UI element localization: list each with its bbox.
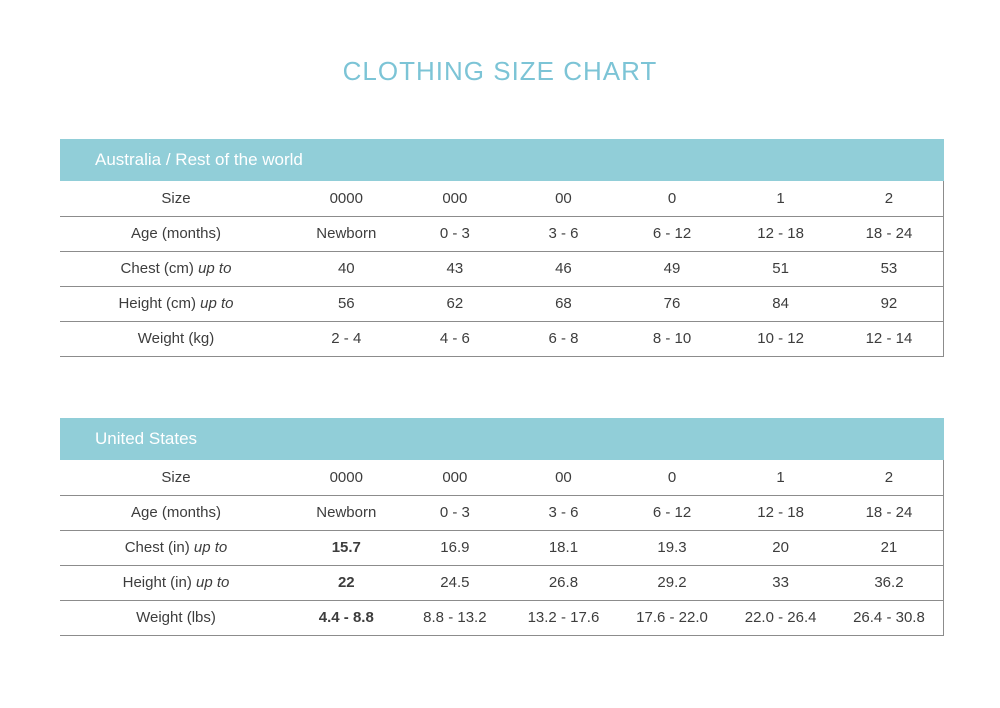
size-value-cell: 0 - 3 bbox=[400, 495, 510, 531]
table-row: Height (in) up to 22 24.5 26.8 29.2 33 36.2 bbox=[60, 565, 944, 601]
size-value-cell: 000 bbox=[400, 460, 510, 496]
size-value-cell: 68 bbox=[509, 286, 618, 322]
size-value-cell: 0000 bbox=[292, 181, 401, 217]
size-value-cell: 33 bbox=[726, 565, 835, 601]
size-value-cell: 26.8 bbox=[509, 565, 618, 601]
size-value-cell: 20 bbox=[726, 530, 835, 566]
size-value-cell: 76 bbox=[617, 286, 727, 322]
size-value-cell: 56 bbox=[292, 286, 401, 322]
size-value-cell: 18 - 24 bbox=[834, 495, 944, 531]
row-label-qualifier: up to bbox=[196, 574, 230, 591]
size-value-cell: 12 - 18 bbox=[726, 216, 835, 252]
size-value-cell: 12 - 18 bbox=[726, 495, 835, 531]
table-header-band: Australia / Rest of the world bbox=[60, 139, 944, 181]
size-value-cell: 24.5 bbox=[400, 565, 510, 601]
size-value-cell: 00 bbox=[509, 460, 618, 496]
size-value-cell: 29.2 bbox=[617, 565, 727, 601]
size-value-cell: 18 - 24 bbox=[834, 216, 944, 252]
size-value-cell: Newborn bbox=[292, 495, 401, 531]
size-value-cell: 0 bbox=[617, 181, 727, 217]
size-value-cell: 6 - 12 bbox=[617, 495, 727, 531]
size-value-cell: 21 bbox=[834, 530, 944, 566]
table-row: Height (cm) up to 56 62 68 76 84 92 bbox=[60, 286, 944, 322]
size-value-cell: 1 bbox=[726, 181, 835, 217]
size-value-cell: 6 - 12 bbox=[617, 216, 727, 252]
size-value-cell: 22.0 - 26.4 bbox=[726, 600, 835, 636]
size-value-cell: 10 - 12 bbox=[726, 321, 835, 357]
size-value-cell: 3 - 6 bbox=[509, 216, 618, 252]
row-label: Size bbox=[60, 460, 292, 496]
size-value-cell: 40 bbox=[292, 251, 401, 287]
size-value-cell: 2 bbox=[834, 181, 944, 217]
size-value-cell: 22 bbox=[292, 565, 401, 601]
size-value-cell: 13.2 - 17.6 bbox=[509, 600, 618, 636]
size-value-cell: 46 bbox=[509, 251, 618, 287]
size-table-grid: Size 0000 000 00 0 1 2 Age (months) Newborn 0 - 3… bbox=[60, 181, 944, 357]
row-label-qualifier: up to bbox=[198, 260, 232, 277]
row-label: Height (in) up to bbox=[60, 565, 292, 601]
size-value-cell: 8 - 10 bbox=[617, 321, 727, 357]
size-value-cell: 4.4 - 8.8 bbox=[292, 600, 401, 636]
size-value-cell: 51 bbox=[726, 251, 835, 287]
size-value-cell: 0 - 3 bbox=[400, 216, 510, 252]
row-label: Size bbox=[60, 181, 292, 217]
size-value-cell: 2 bbox=[834, 460, 944, 496]
size-value-cell: 4 - 6 bbox=[400, 321, 510, 357]
table-row: Chest (in) up to 15.7 16.9 18.1 19.3 20 21 bbox=[60, 530, 944, 566]
size-value-cell: 49 bbox=[617, 251, 727, 287]
size-value-cell: 19.3 bbox=[617, 530, 727, 566]
row-label-qualifier: up to bbox=[200, 295, 234, 312]
size-value-cell: 12 - 14 bbox=[834, 321, 944, 357]
size-value-cell: 0 bbox=[617, 460, 727, 496]
table-header-label: United States bbox=[95, 429, 198, 448]
size-value-cell: 92 bbox=[834, 286, 944, 322]
size-value-cell: 6 - 8 bbox=[509, 321, 618, 357]
size-value-cell: 3 - 6 bbox=[509, 495, 618, 531]
page-title: CLOTHING SIZE CHART bbox=[342, 56, 658, 86]
size-value-cell: 43 bbox=[400, 251, 510, 287]
size-value-cell: 84 bbox=[726, 286, 835, 322]
row-label: Chest (cm) up to bbox=[60, 251, 292, 287]
table-header-band: United States bbox=[60, 418, 944, 460]
size-table-australia: Australia / Rest of the world Size 0000 00… bbox=[60, 139, 944, 357]
row-label: Chest (in) up to bbox=[60, 530, 292, 566]
size-value-cell: 00 bbox=[509, 181, 618, 217]
size-value-cell: 18.1 bbox=[509, 530, 618, 566]
table-row: Size 0000 000 00 0 1 2 bbox=[60, 181, 944, 217]
row-label: Age (months) bbox=[60, 216, 292, 252]
size-table-grid: Size 0000 000 00 0 1 2 Age (months) Newborn 0 - 3… bbox=[60, 460, 944, 636]
size-value-cell: 15.7 bbox=[292, 530, 401, 566]
size-value-cell: 0000 bbox=[292, 460, 401, 496]
row-label-qualifier: up to bbox=[193, 539, 228, 556]
size-value-cell: 17.6 - 22.0 bbox=[617, 600, 727, 636]
size-value-cell: Newborn bbox=[292, 216, 401, 252]
table-row: Chest (cm) up to 40 43 46 49 51 53 bbox=[60, 251, 944, 287]
size-value-cell: 62 bbox=[400, 286, 510, 322]
row-label: Age (months) bbox=[60, 495, 292, 531]
size-value-cell: 53 bbox=[834, 251, 944, 287]
size-value-cell: 1 bbox=[726, 460, 835, 496]
table-header-label: Australia / Rest of the world bbox=[95, 150, 303, 169]
size-value-cell: 16.9 bbox=[400, 530, 510, 566]
size-value-cell: 36.2 bbox=[834, 565, 944, 601]
row-label: Height (cm) up to bbox=[60, 286, 292, 322]
row-label: Weight (kg) bbox=[60, 321, 292, 357]
size-value-cell: 26.4 - 30.8 bbox=[834, 600, 944, 636]
row-label: Weight (lbs) bbox=[60, 600, 292, 636]
size-value-cell: 000 bbox=[400, 181, 510, 217]
size-value-cell: 2 - 4 bbox=[292, 321, 401, 357]
size-table-united-states: United States Size 0000 000 00 0 1 2 Age (month… bbox=[60, 418, 944, 636]
table-row: Weight (lbs) 4.4 - 8.8 8.8 - 13.2 13.2 - 17… bbox=[60, 600, 944, 636]
table-row: Size 0000 000 00 0 1 2 bbox=[60, 460, 944, 496]
size-value-cell: 8.8 - 13.2 bbox=[400, 600, 510, 636]
